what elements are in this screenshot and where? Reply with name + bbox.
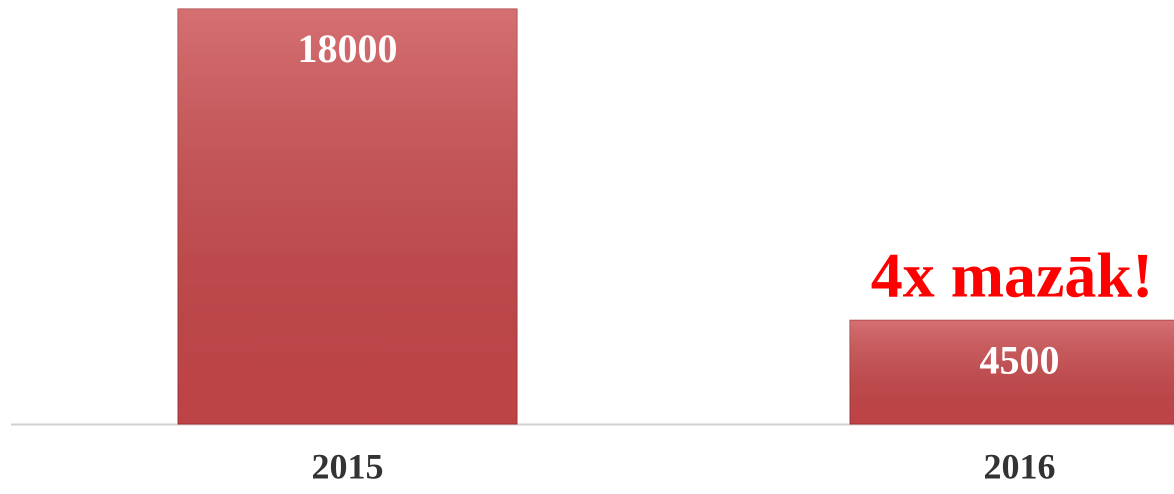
bar-shine: [178, 9, 517, 424]
value-label: 4500: [980, 337, 1060, 382]
x-tick-label: 2016: [984, 446, 1056, 486]
value-label: 18000: [298, 26, 398, 71]
x-tick-label: 2015: [312, 446, 384, 486]
annotation: 4x mazāk!: [871, 240, 1154, 311]
bar-shine: [850, 320, 1174, 424]
